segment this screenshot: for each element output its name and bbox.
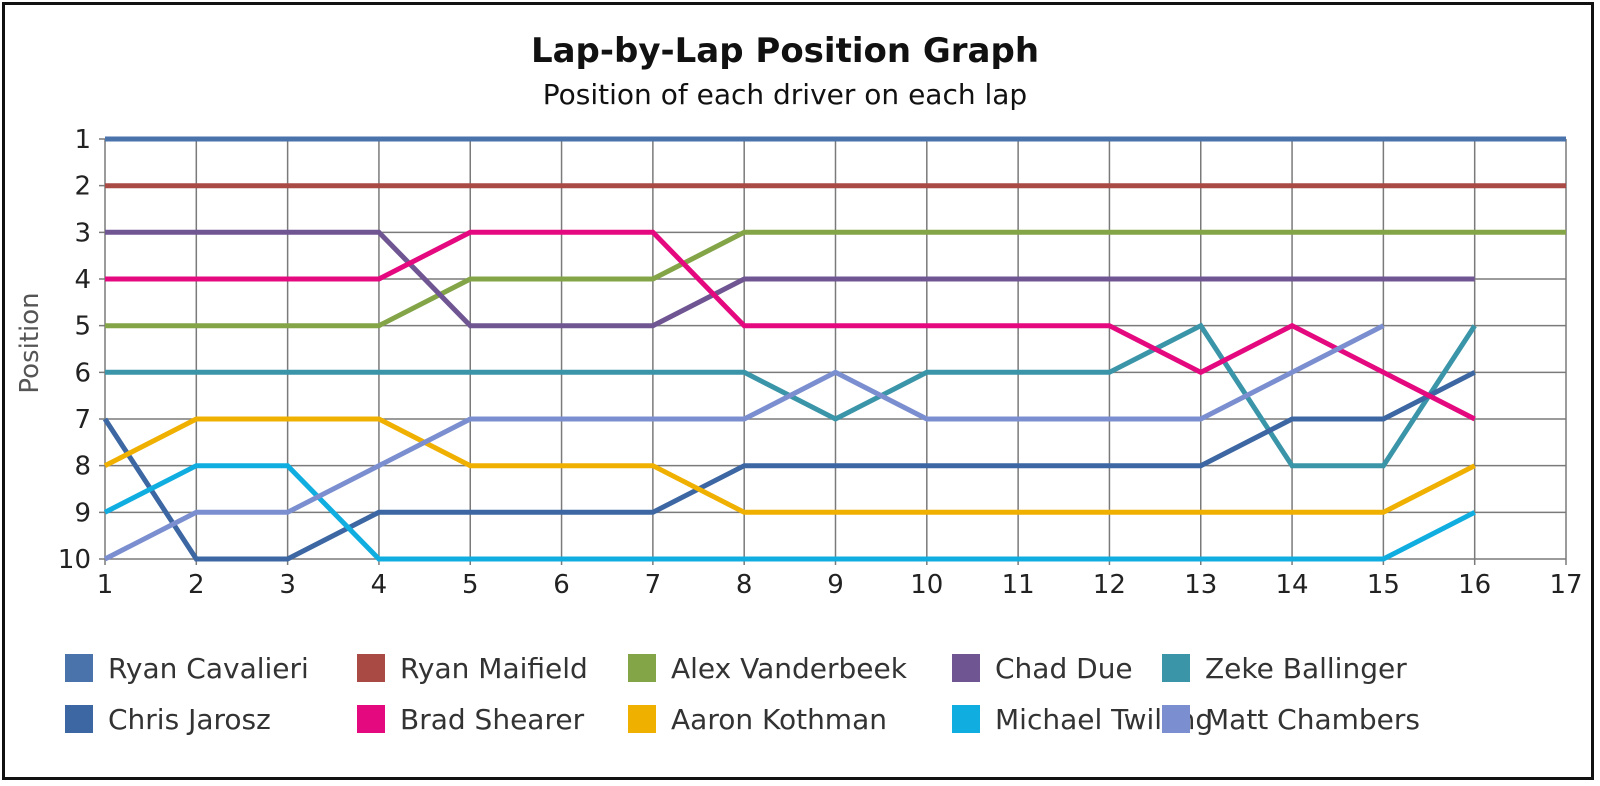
series-line-alex-vanderbeek bbox=[105, 229, 1566, 329]
legend-label: Ryan Maifield bbox=[400, 652, 588, 685]
x-tick-label: 12 bbox=[1093, 570, 1126, 600]
series-line-chris-jarosz bbox=[102, 370, 1476, 562]
y-axis-label: Position bbox=[15, 292, 45, 393]
legend-swatch bbox=[357, 705, 385, 733]
legend-swatch bbox=[357, 654, 385, 682]
y-tick-label: 2 bbox=[74, 172, 91, 202]
y-tick-label: 4 bbox=[74, 265, 91, 295]
legend-label: Brad Shearer bbox=[400, 703, 585, 736]
legend-swatch bbox=[952, 654, 980, 682]
y-tick-label: 5 bbox=[74, 312, 91, 342]
x-tick-label: 1 bbox=[97, 570, 114, 600]
x-tick-label: 10 bbox=[910, 570, 943, 600]
x-tick-label: 17 bbox=[1549, 570, 1582, 600]
legend-label: Ryan Cavalieri bbox=[108, 652, 309, 685]
y-tick-label: 6 bbox=[74, 358, 91, 388]
x-tick-label: 6 bbox=[553, 570, 570, 600]
legend-item-chris-jarosz: Chris Jarosz bbox=[65, 703, 271, 736]
legend-item-aaron-kothman: Aaron Kothman bbox=[628, 703, 887, 736]
legend-label: Chad Due bbox=[995, 652, 1133, 685]
series-line-aaron-kothman bbox=[103, 416, 1476, 515]
y-tick-label: 10 bbox=[58, 545, 91, 575]
series-layer bbox=[102, 136, 1566, 562]
x-tick-label: 16 bbox=[1458, 570, 1491, 600]
x-tick-label: 11 bbox=[1002, 570, 1035, 600]
legend-label: Aaron Kothman bbox=[671, 703, 887, 736]
legend-swatch bbox=[65, 654, 93, 682]
legend-label: Alex Vanderbeek bbox=[671, 652, 908, 685]
y-tick-label: 1 bbox=[74, 125, 91, 155]
x-tick-label: 15 bbox=[1367, 570, 1400, 600]
y-tick-label: 3 bbox=[74, 218, 91, 248]
legend-label: Zeke Ballinger bbox=[1205, 652, 1407, 685]
legend-item-ryan-maifield: Ryan Maifield bbox=[357, 652, 588, 685]
legend-label: Chris Jarosz bbox=[108, 703, 271, 736]
series-line-matt-chambers bbox=[103, 323, 1385, 562]
legend-swatch bbox=[65, 705, 93, 733]
series-line-michael-twilling bbox=[103, 463, 1476, 562]
legend-item-alex-vanderbeek: Alex Vanderbeek bbox=[628, 652, 908, 685]
legend-item-zeke-ballinger: Zeke Ballinger bbox=[1162, 652, 1407, 685]
x-tick-label: 3 bbox=[279, 570, 296, 600]
chart-title: Lap-by-Lap Position Graph bbox=[531, 31, 1039, 71]
x-tick-label: 13 bbox=[1184, 570, 1217, 600]
x-tick-label: 9 bbox=[827, 570, 844, 600]
legend-item-ryan-cavalieri: Ryan Cavalieri bbox=[65, 652, 309, 685]
x-tick-label: 8 bbox=[736, 570, 753, 600]
legend-swatch bbox=[628, 705, 656, 733]
series-line-brad-shearer bbox=[105, 229, 1476, 422]
legend-item-chad-due: Chad Due bbox=[952, 652, 1133, 685]
x-tick-label: 14 bbox=[1276, 570, 1309, 600]
y-tick-label: 9 bbox=[74, 498, 91, 528]
legend-swatch bbox=[952, 705, 980, 733]
legend-label: Matt Chambers bbox=[1205, 703, 1420, 736]
legend-swatch bbox=[628, 654, 656, 682]
legend-swatch bbox=[1162, 705, 1190, 733]
legend-item-brad-shearer: Brad Shearer bbox=[357, 703, 585, 736]
chart-subtitle: Position of each driver on each lap bbox=[543, 78, 1027, 111]
series-line-chad-due bbox=[105, 229, 1475, 329]
legend-swatch bbox=[1162, 654, 1190, 682]
y-tick-label: 7 bbox=[74, 405, 91, 435]
legend-item-matt-chambers: Matt Chambers bbox=[1162, 703, 1420, 736]
x-tick-label: 2 bbox=[188, 570, 205, 600]
x-tick-label: 7 bbox=[645, 570, 662, 600]
legend: Ryan Cavalieri Ryan Maifield Alex Vanderbe… bbox=[65, 652, 1420, 736]
x-tick-label: 4 bbox=[371, 570, 388, 600]
x-tick-label: 5 bbox=[462, 570, 479, 600]
y-tick-label: 8 bbox=[74, 452, 91, 482]
